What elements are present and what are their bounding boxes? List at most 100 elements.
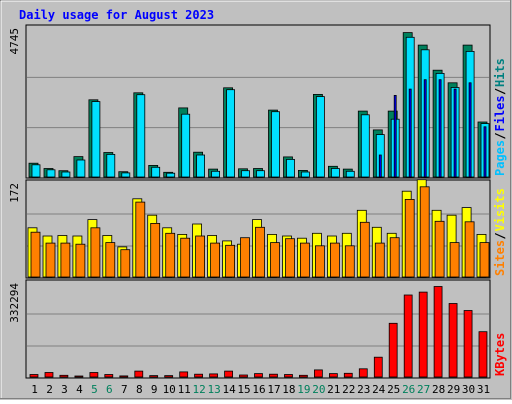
bar-pages-day-8 bbox=[136, 94, 146, 178]
x-tick-label: 1 bbox=[31, 383, 38, 396]
bar-files-day-29 bbox=[453, 88, 457, 178]
bar-sites-day-4 bbox=[75, 243, 86, 278]
x-tick-label: 17 bbox=[267, 383, 280, 396]
bar-pages-day-11 bbox=[181, 113, 191, 178]
x-tick-label: 25 bbox=[387, 383, 400, 396]
legend-kbytes: KBytes bbox=[493, 333, 507, 376]
bar-sites-day-24 bbox=[374, 242, 385, 278]
x-tick-label: 3 bbox=[61, 383, 68, 396]
legend-sites: Sites bbox=[493, 240, 507, 276]
bar-pages-day-12 bbox=[196, 154, 206, 178]
bar-kbytes-day-26 bbox=[403, 294, 413, 378]
panel-bottom-bars bbox=[29, 286, 488, 378]
bar-kbytes-day-19 bbox=[298, 374, 308, 378]
x-tick-label: 5 bbox=[91, 383, 98, 396]
bar-pages-day-9 bbox=[151, 166, 161, 178]
bar-sites-day-10 bbox=[165, 232, 176, 278]
chart-panels: 4745 Pages/Files/Hits 172 Sites/Visits 33229… bbox=[8, 24, 507, 379]
bar-sites-day-21 bbox=[329, 242, 340, 278]
bar-kbytes-day-4 bbox=[74, 375, 84, 378]
bar-files-day-30 bbox=[468, 82, 472, 178]
x-tick-label: 11 bbox=[178, 383, 191, 396]
bar-files-day-24 bbox=[378, 154, 382, 178]
panel-middle-max-label: 172 bbox=[8, 183, 21, 203]
bar-kbytes-day-10 bbox=[164, 375, 174, 378]
bar-kbytes-day-21 bbox=[328, 373, 338, 378]
panel-bottom: 332294 KBytes bbox=[8, 279, 507, 379]
legend-separator: / bbox=[493, 132, 507, 139]
bar-kbytes-day-11 bbox=[179, 371, 189, 378]
bar-kbytes-day-12 bbox=[194, 373, 203, 378]
panel-top-bars bbox=[28, 32, 490, 178]
bar-sites-day-31 bbox=[479, 242, 490, 278]
bar-sites-day-6 bbox=[105, 242, 116, 278]
bar-kbytes-day-9 bbox=[149, 375, 159, 378]
bar-kbytes-day-29 bbox=[448, 303, 458, 378]
bar-sites-day-1 bbox=[30, 231, 41, 278]
bar-sites-day-30 bbox=[464, 221, 475, 278]
x-tick-label: 26 bbox=[402, 383, 415, 396]
bar-kbytes-day-14 bbox=[224, 370, 233, 378]
bar-sites-day-5 bbox=[90, 227, 101, 278]
x-tick-label: 7 bbox=[121, 383, 128, 396]
bar-pages-day-10 bbox=[166, 172, 176, 178]
x-tick-label: 12 bbox=[192, 383, 205, 396]
bar-kbytes-day-30 bbox=[463, 310, 473, 378]
panel-top-max-label: 4745 bbox=[8, 28, 21, 55]
x-tick-label: 19 bbox=[297, 383, 310, 396]
x-tick-label: 18 bbox=[282, 383, 295, 396]
bar-pages-day-3 bbox=[61, 171, 71, 178]
bar-kbytes-day-27 bbox=[418, 291, 428, 378]
x-axis: 1 2 3 4 5 6 7 8 9 10 11 12 13 14 15 16 17 18 19 20 21 22 23 24 2… bbox=[31, 383, 490, 396]
bar-files-day-27 bbox=[423, 79, 427, 178]
bar-sites-day-7 bbox=[120, 249, 131, 278]
bar-files-day-25 bbox=[393, 95, 397, 178]
panel-bottom-area bbox=[25, 279, 491, 379]
bar-pages-day-15 bbox=[241, 170, 250, 178]
bar-sites-day-9 bbox=[150, 222, 161, 278]
bar-kbytes-day-31 bbox=[478, 331, 488, 378]
x-tick-label: 13 bbox=[207, 383, 220, 396]
bar-sites-day-27 bbox=[419, 186, 430, 278]
legend-hits: Hits bbox=[493, 58, 507, 87]
bar-sites-day-26 bbox=[404, 198, 415, 278]
bar-sites-day-8 bbox=[135, 201, 146, 278]
bar-pages-day-2 bbox=[46, 169, 56, 178]
x-tick-label: 15 bbox=[237, 383, 250, 396]
legend-separator: / bbox=[493, 232, 507, 239]
x-tick-label: 23 bbox=[357, 383, 370, 396]
panel-middle-legend: Sites/Visits bbox=[493, 188, 507, 276]
bar-kbytes-day-2 bbox=[44, 372, 54, 378]
bar-kbytes-day-25 bbox=[388, 322, 398, 378]
bar-pages-day-20 bbox=[315, 96, 325, 178]
bar-sites-day-16 bbox=[255, 226, 265, 278]
bar-sites-day-25 bbox=[389, 237, 400, 278]
bar-kbytes-day-18 bbox=[284, 374, 293, 378]
x-tick-label: 9 bbox=[151, 383, 158, 396]
legend-pages: Pages bbox=[493, 140, 507, 176]
bar-pages-day-13 bbox=[211, 170, 221, 178]
bar-sites-day-29 bbox=[449, 242, 460, 278]
bar-kbytes-day-13 bbox=[209, 373, 218, 378]
bar-sites-day-23 bbox=[359, 221, 370, 278]
x-tick-label: 16 bbox=[252, 383, 265, 396]
bar-sites-day-15 bbox=[240, 237, 250, 278]
bar-pages-day-18 bbox=[286, 158, 295, 178]
legend-separator: / bbox=[493, 88, 507, 95]
panel-top-legend: Pages/Files/Hits bbox=[493, 58, 507, 176]
bar-kbytes-day-8 bbox=[134, 370, 144, 378]
bar-kbytes-day-3 bbox=[59, 374, 69, 378]
bar-sites-day-22 bbox=[344, 245, 355, 278]
bar-pages-day-16 bbox=[256, 170, 265, 178]
panel-bottom-max-label: 332294 bbox=[8, 283, 21, 323]
bar-kbytes-day-17 bbox=[269, 373, 278, 378]
x-tick-label: 20 bbox=[312, 383, 325, 396]
x-tick-label: 31 bbox=[477, 383, 490, 396]
x-tick-label: 14 bbox=[222, 383, 236, 396]
bar-kbytes-day-22 bbox=[343, 372, 353, 378]
panel-bottom-legend: KBytes bbox=[493, 333, 507, 376]
x-tick-label: 24 bbox=[372, 383, 386, 396]
bar-kbytes-day-5 bbox=[89, 372, 99, 378]
